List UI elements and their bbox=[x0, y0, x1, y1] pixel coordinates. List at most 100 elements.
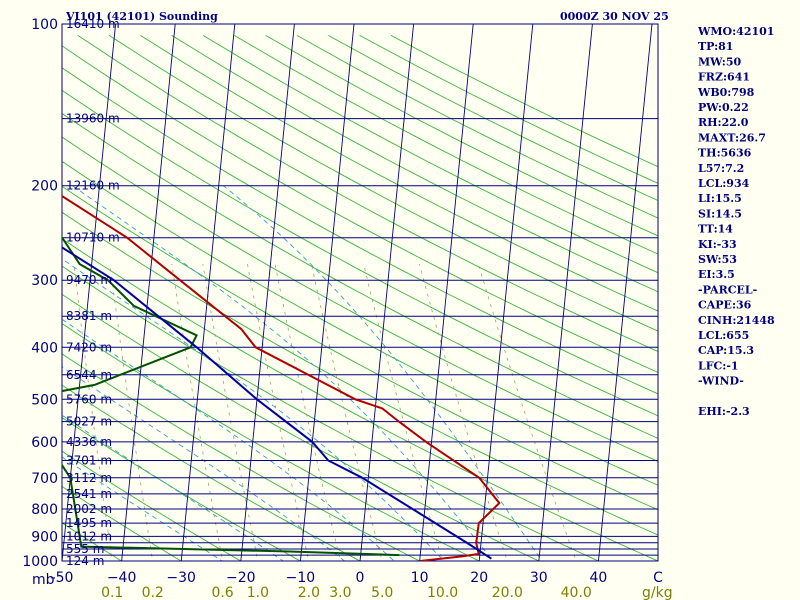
temperature-unit-label: C bbox=[653, 570, 663, 586]
mixing-ratio-line bbox=[478, 263, 577, 561]
stability-index-label: FRZ:641 bbox=[698, 71, 750, 84]
stability-index-label: MW:50 bbox=[698, 55, 741, 68]
stability-index-label: CINH:21448 bbox=[698, 314, 775, 327]
pressure-tick-label: 800 bbox=[31, 502, 58, 518]
chart-title-right: 0000Z 30 NOV 25 bbox=[560, 10, 669, 23]
dry-adiabat-line bbox=[62, 450, 242, 561]
dry-adiabat-line bbox=[202, 35, 658, 274]
isotherm-line bbox=[299, 24, 355, 561]
temperature-tick-label: −10 bbox=[286, 570, 316, 586]
dry-adiabat-line bbox=[108, 35, 658, 332]
stability-index-label: WMO:42101 bbox=[697, 25, 774, 38]
height-label: 4336 m bbox=[66, 435, 112, 449]
dry-adiabat-line bbox=[62, 238, 658, 561]
pressure-tick-label: 100 bbox=[31, 17, 58, 33]
mixing-ratio-label: 3.0 bbox=[329, 585, 351, 600]
stability-index-label: LCL:934 bbox=[698, 177, 750, 190]
stability-index-label: PW:0.22 bbox=[698, 101, 749, 114]
mixing-ratio-label: 1.0 bbox=[247, 585, 269, 600]
height-label: 16410 m bbox=[66, 17, 120, 31]
grid-layer bbox=[62, 24, 658, 561]
stability-index-label: EI:3.5 bbox=[698, 268, 735, 281]
height-label: 1012 m bbox=[66, 529, 112, 543]
mixing-ratio-label: 2.0 bbox=[298, 585, 320, 600]
trace-layer bbox=[62, 194, 501, 561]
pressure-tick-label: 700 bbox=[31, 471, 58, 487]
mixing-ratio-label: 0.2 bbox=[142, 585, 164, 600]
isotherm-line bbox=[419, 24, 474, 561]
height-label: 5760 m bbox=[66, 392, 112, 406]
dry-adiabat-line bbox=[62, 136, 658, 462]
dry-adiabat-line bbox=[171, 35, 658, 293]
height-label: 13960 m bbox=[66, 112, 120, 126]
temperature-tick-label: 20 bbox=[470, 570, 488, 586]
temperature-tick-label: 10 bbox=[411, 570, 429, 586]
moist-adiabat-line bbox=[62, 258, 445, 561]
temperature-tick-label: −20 bbox=[226, 570, 256, 586]
dry-adiabat-line bbox=[62, 45, 658, 373]
stability-index-label: -PARCEL- bbox=[698, 283, 757, 296]
height-label: 5027 m bbox=[66, 415, 112, 429]
temperature-tick-label: 40 bbox=[589, 570, 607, 586]
pressure-tick-label: 900 bbox=[31, 529, 58, 545]
isotherm-line bbox=[478, 24, 534, 561]
moist-adiabat-line bbox=[72, 185, 494, 561]
dry-adiabat-line bbox=[62, 185, 658, 511]
dry-adiabat-line bbox=[62, 353, 421, 561]
stability-index-label: SI:14.5 bbox=[698, 207, 742, 220]
stability-index-label: RH:22.0 bbox=[698, 116, 749, 129]
mixing-ratio-label: 40.0 bbox=[561, 585, 592, 600]
dry-adiabat-line bbox=[62, 485, 183, 561]
stability-index-label: LFC:-1 bbox=[698, 359, 739, 372]
dry-adiabat-line bbox=[62, 211, 658, 536]
pressure-unit-label: mb bbox=[32, 572, 55, 588]
mixing-ratio-line bbox=[419, 263, 508, 561]
height-label: 7420 m bbox=[66, 340, 112, 354]
height-label: 2002 m bbox=[66, 502, 112, 516]
mixing-ratio-label: 0.1 bbox=[101, 585, 123, 600]
mixing-ratio-label: 0.6 bbox=[211, 585, 233, 600]
mixing-ratio-label: 10.0 bbox=[427, 585, 458, 600]
height-label: 6544 m bbox=[66, 368, 112, 382]
dry-adiabat-line bbox=[62, 417, 302, 561]
temperature-tick-label: −30 bbox=[166, 570, 196, 586]
pressure-tick-label: 1000 bbox=[22, 554, 58, 570]
mixing-ratio-label: 5.0 bbox=[371, 585, 393, 600]
dry-adiabat-line bbox=[62, 112, 658, 439]
stability-index-label: L57:7.2 bbox=[698, 162, 744, 175]
moist-adiabat-line bbox=[223, 185, 543, 561]
stability-index-label: WB0:798 bbox=[697, 86, 755, 99]
isotherm-line bbox=[359, 24, 415, 561]
dry-adiabat-line bbox=[62, 323, 481, 561]
stability-index-label: LI:15.5 bbox=[698, 192, 742, 205]
mixing-ratio-line bbox=[202, 264, 259, 561]
isotherm-line bbox=[240, 24, 295, 561]
height-label: 3112 m bbox=[66, 471, 112, 485]
stability-index-label: CAPE:36 bbox=[698, 299, 752, 312]
stability-index-label: SW:53 bbox=[698, 253, 737, 266]
dry-adiabat-line bbox=[62, 67, 658, 395]
height-label: 1495 m bbox=[66, 516, 112, 530]
temperature-trace bbox=[62, 194, 501, 561]
mixing-ratio-label: 20.0 bbox=[492, 585, 523, 600]
mixing-ratio-line bbox=[247, 264, 310, 561]
dry-adiabat-line bbox=[62, 293, 540, 561]
moist-adiabat-line bbox=[62, 366, 346, 561]
stability-index-label: LCL:655 bbox=[698, 329, 749, 342]
pressure-tick-label: 200 bbox=[31, 179, 58, 195]
stability-index-label: KI:-33 bbox=[698, 238, 737, 251]
mixing-ratio-line bbox=[311, 264, 383, 561]
moist-adiabat-line bbox=[62, 318, 395, 561]
dry-adiabat-line bbox=[234, 35, 658, 255]
dry-adiabat-line bbox=[77, 35, 658, 353]
pressure-tick-label: 500 bbox=[31, 392, 58, 408]
parcel-trace bbox=[62, 246, 492, 560]
dry-adiabat-line bbox=[62, 89, 658, 417]
temperature-tick-label: -50 bbox=[51, 570, 74, 586]
height-label: 2541 m bbox=[66, 487, 112, 501]
height-label: 555 m bbox=[66, 542, 104, 556]
stability-index-label: TH:5636 bbox=[698, 147, 752, 160]
mixing-ratio-unit-label: g/kg bbox=[642, 585, 673, 600]
